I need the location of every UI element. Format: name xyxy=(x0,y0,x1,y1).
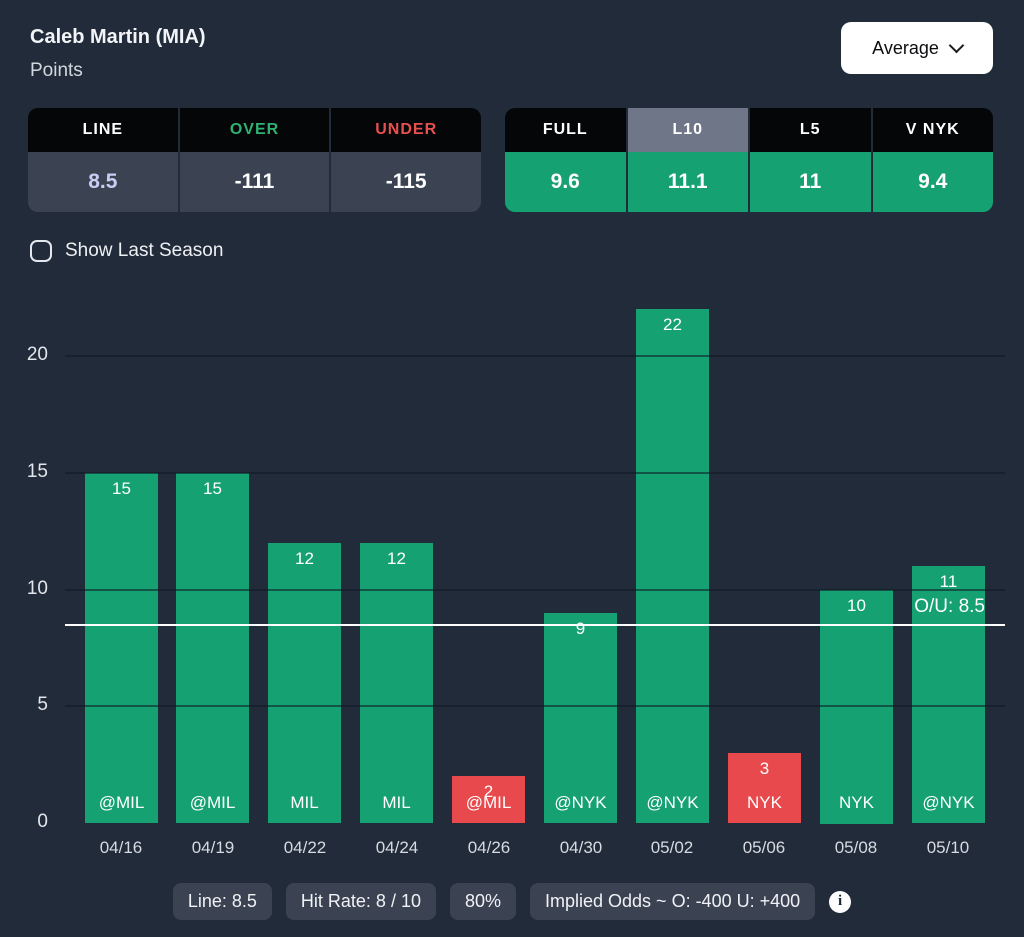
over-under-label: O/U: 8.5 xyxy=(914,596,985,617)
x-axis-label: 04/30 xyxy=(559,838,603,857)
splits-table-header-row: FULL L10 L5 V NYK xyxy=(505,108,993,152)
x-axis-label: 04/22 xyxy=(283,838,327,857)
v-nyk-average-value: 9.4 xyxy=(872,152,993,212)
y-axis-tick-label: 0 xyxy=(37,811,48,832)
odds-header-line: LINE xyxy=(28,108,180,152)
bar-value-label: 11 xyxy=(939,572,958,591)
show-last-season-toggle[interactable]: Show Last Season xyxy=(30,240,223,262)
odds-table-value-row: 8.5 -111 -115 xyxy=(28,152,481,212)
chart-bar xyxy=(820,590,893,824)
x-axis-label: 04/24 xyxy=(375,838,419,857)
l5-average-value: 11 xyxy=(750,152,873,212)
footer-summary-bar: Line: 8.5 Hit Rate: 8 / 10 80% Implied O… xyxy=(0,883,1024,920)
over-odds-value: -111 xyxy=(179,152,332,212)
bar-opponent-label: @MIL xyxy=(465,793,512,812)
odds-header-over: OVER xyxy=(179,108,332,152)
bar-opponent-label: @NYK xyxy=(922,793,975,812)
chart-bar xyxy=(912,566,985,823)
y-axis-tick-label: 15 xyxy=(26,461,48,482)
bar-opponent-label: MIL xyxy=(290,793,319,812)
chart-bar xyxy=(452,776,525,823)
odds-table: LINE OVER UNDER 8.5 -111 -115 xyxy=(28,108,481,212)
stat-type-label: Points xyxy=(30,60,83,81)
x-axis-label: 04/19 xyxy=(191,838,235,857)
bar-opponent-label: @NYK xyxy=(646,793,699,812)
chevron-down-icon xyxy=(948,37,965,54)
bar-value-label: 10 xyxy=(847,596,866,615)
y-axis-tick-label: 10 xyxy=(26,578,48,599)
average-dropdown-label: Average xyxy=(872,37,939,58)
tab-v-nyk[interactable]: V NYK xyxy=(872,108,993,152)
x-axis-label: 05/02 xyxy=(650,838,694,857)
x-axis-label: 04/26 xyxy=(467,838,511,857)
gridline xyxy=(65,355,1005,357)
x-axis-label: 05/08 xyxy=(834,838,878,857)
tab-l5[interactable]: L5 xyxy=(750,108,873,152)
under-odds-value: -115 xyxy=(331,152,481,212)
show-last-season-checkbox[interactable] xyxy=(30,240,52,262)
bar-opponent-label: NYK xyxy=(839,793,874,812)
bar-value-label: 2 xyxy=(483,782,494,801)
bar-opponent-label: MIL xyxy=(382,793,411,812)
splits-table-value-row: 9.6 11.1 11 9.4 xyxy=(505,152,993,212)
info-icon[interactable]: i xyxy=(829,890,852,913)
line-badge: Line: 8.5 xyxy=(172,883,272,920)
l10-average-value: 11.1 xyxy=(627,152,750,212)
hit-rate-percent-badge: 80% xyxy=(449,883,516,920)
bar-value-label: 3 xyxy=(759,759,770,778)
chart-bar xyxy=(360,543,433,823)
x-axis-label: 05/10 xyxy=(926,838,970,857)
over-under-line xyxy=(65,624,1005,626)
gridline xyxy=(65,705,1005,707)
chart-bar xyxy=(176,473,249,823)
page-title: Caleb Martin (MIA) xyxy=(30,26,206,48)
bar-value-label: 9 xyxy=(575,619,586,638)
bar-value-label: 15 xyxy=(203,479,222,498)
tab-l10[interactable]: L10 xyxy=(627,108,750,152)
bar-opponent-label: @MIL xyxy=(189,793,236,812)
chart-bar xyxy=(85,473,158,823)
gridline xyxy=(65,589,1005,591)
odds-header-under: UNDER xyxy=(331,108,481,152)
gridline xyxy=(65,472,1005,474)
odds-table-header-row: LINE OVER UNDER xyxy=(28,108,481,152)
x-axis-label: 04/16 xyxy=(99,838,143,857)
y-axis-tick-label: 5 xyxy=(37,694,48,715)
show-last-season-label: Show Last Season xyxy=(65,240,224,261)
x-axis-label: 05/06 xyxy=(742,838,786,857)
tab-full[interactable]: FULL xyxy=(505,108,628,152)
bar-value-label: 12 xyxy=(387,549,406,568)
bar-opponent-label: NYK xyxy=(747,793,782,812)
average-dropdown[interactable]: Average xyxy=(841,22,993,74)
full-average-value: 9.6 xyxy=(505,152,628,212)
y-axis-tick-label: 20 xyxy=(26,344,48,365)
bar-value-label: 12 xyxy=(295,549,314,568)
hit-rate-badge: Hit Rate: 8 / 10 xyxy=(285,883,436,920)
implied-odds-badge: Implied Odds ~ O: -400 U: +400 xyxy=(530,883,816,920)
bar-value-label: 15 xyxy=(112,479,131,498)
splits-table: FULL L10 L5 V NYK 9.6 11.1 11 9.4 xyxy=(505,108,993,212)
bar-value-label: 22 xyxy=(663,315,682,334)
bar-opponent-label: @MIL xyxy=(98,793,145,812)
line-value: 8.5 xyxy=(28,152,180,212)
chart-bar xyxy=(268,543,341,823)
chart-bar xyxy=(544,613,617,823)
bar-opponent-label: @NYK xyxy=(554,793,607,812)
chart-bar xyxy=(728,753,801,823)
chart-bar xyxy=(636,309,709,823)
